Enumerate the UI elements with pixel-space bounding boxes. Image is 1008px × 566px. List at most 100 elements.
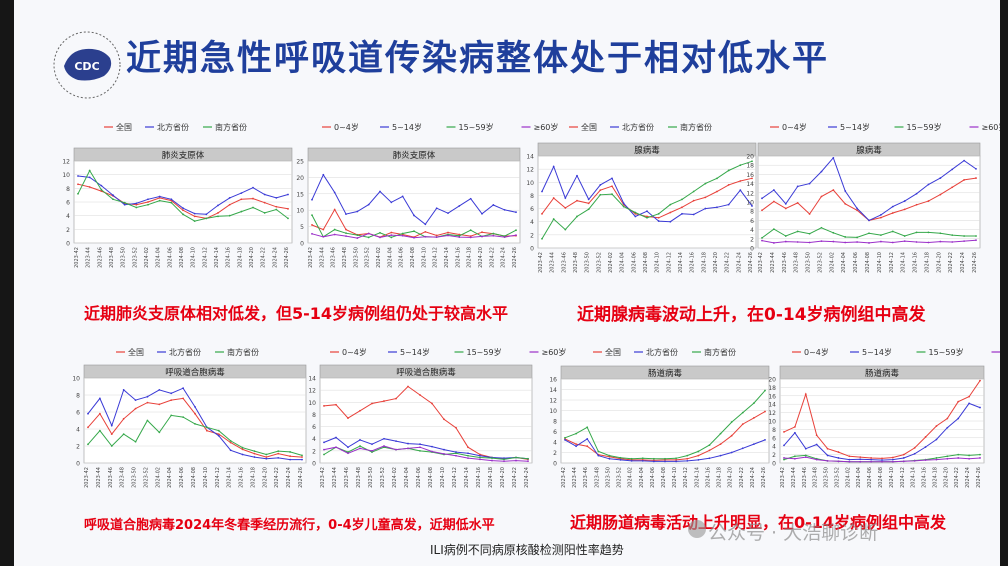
data-point <box>359 439 361 441</box>
data-point <box>383 400 385 402</box>
data-point <box>751 160 753 163</box>
legend-label: 15~59岁 <box>907 122 942 132</box>
data-point <box>122 417 125 420</box>
data-point <box>751 205 753 207</box>
data-point <box>719 443 722 445</box>
data-point <box>289 451 292 453</box>
y-tick-label: 2 <box>66 227 70 234</box>
data-point <box>935 438 938 441</box>
data-point <box>205 429 208 432</box>
data-point <box>158 403 161 406</box>
data-point <box>335 446 337 449</box>
chart-title: 腺病毒 <box>856 145 882 156</box>
x-tick-label: 2024-10 <box>421 247 427 268</box>
y-tick-label: 10 <box>768 419 776 426</box>
data-point <box>808 232 811 235</box>
data-point <box>764 389 766 392</box>
data-point <box>870 460 873 463</box>
data-point <box>597 450 600 453</box>
data-point <box>741 423 744 426</box>
data-point <box>979 457 981 459</box>
x-tick-label: 2023-42 <box>320 467 326 488</box>
data-point <box>784 207 787 210</box>
x-tick-label: 2023-50 <box>824 467 830 488</box>
data-point <box>146 395 149 398</box>
x-tick-label: 2024-06 <box>867 467 873 488</box>
x-tick-label: 2023-42 <box>74 247 80 268</box>
data-point <box>194 406 196 408</box>
x-tick-label: 2024-26 <box>512 247 518 268</box>
data-point <box>716 190 718 193</box>
y-tick-label: 12 <box>308 388 316 395</box>
x-tick-label: 2024-02 <box>376 247 382 268</box>
data-point <box>881 460 883 463</box>
data-point <box>240 210 243 213</box>
data-point <box>87 443 89 446</box>
data-point <box>277 457 280 459</box>
y-tick-label: 10 <box>72 376 80 383</box>
data-point <box>182 416 185 418</box>
data-point <box>112 194 114 197</box>
data-point <box>856 209 859 212</box>
data-point <box>390 234 393 237</box>
data-point <box>229 449 232 452</box>
data-point <box>323 448 325 451</box>
data-point <box>881 459 883 461</box>
data-point <box>669 220 672 223</box>
data-point <box>515 459 517 462</box>
data-point <box>576 174 578 177</box>
data-point <box>229 441 232 444</box>
y-tick-label: 5 <box>300 224 304 231</box>
data-point <box>719 432 722 435</box>
data-point <box>77 192 79 195</box>
data-point <box>681 212 683 215</box>
data-point <box>345 228 347 231</box>
data-point <box>77 175 79 177</box>
x-tick-label: 2023-52 <box>365 247 371 268</box>
data-point <box>527 460 529 463</box>
data-point <box>301 458 303 461</box>
data-point <box>356 210 359 213</box>
x-tick-label: 2024-04 <box>639 467 645 488</box>
x-tick-label: 2023-42 <box>780 467 786 488</box>
data-point <box>170 201 173 204</box>
data-point <box>170 414 173 417</box>
y-tick-label: 4 <box>772 444 776 451</box>
data-point <box>492 232 495 235</box>
data-point <box>515 456 517 459</box>
x-tick-label: 2024-14 <box>227 467 233 488</box>
data-point <box>289 458 292 461</box>
y-tick-label: 6 <box>76 410 80 417</box>
y-tick-label: 12 <box>549 398 557 405</box>
data-point <box>228 214 231 217</box>
data-point <box>903 200 906 202</box>
data-point <box>891 456 894 459</box>
data-point <box>915 203 918 206</box>
data-point <box>447 234 449 237</box>
data-point <box>657 216 660 219</box>
data-point <box>158 197 161 199</box>
data-point <box>946 457 949 460</box>
data-point <box>419 446 421 449</box>
x-tick-label: 2023-46 <box>331 247 337 268</box>
data-point <box>253 452 256 455</box>
data-point <box>135 202 138 205</box>
x-tick-label: 2024-12 <box>900 467 906 488</box>
x-tick-label: 2024-06 <box>179 467 185 488</box>
data-point <box>935 425 938 427</box>
data-point <box>692 190 695 193</box>
x-tick-label: 2023-46 <box>108 467 114 488</box>
y-tick-label: 4 <box>750 227 754 234</box>
data-point <box>586 445 589 448</box>
page-title: 近期急性呼吸道传染病整体处于相对低水平 <box>126 39 830 79</box>
caption-mycoplasma: 近期肺炎支原体相对低发，但5-14岁病例组仍处于较高水平 <box>84 304 509 323</box>
data-point <box>552 218 555 220</box>
data-point <box>859 458 862 461</box>
x-tick-label: 2024-12 <box>433 247 439 268</box>
data-point <box>479 458 481 461</box>
x-tick-label: 2024-24 <box>524 467 530 488</box>
data-point <box>503 460 505 463</box>
data-point <box>826 454 829 457</box>
data-point <box>135 203 138 206</box>
data-point <box>322 235 325 238</box>
